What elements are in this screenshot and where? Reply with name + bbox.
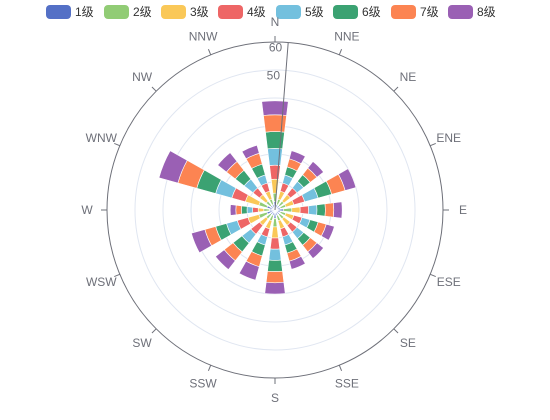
legend-item[interactable]: 2级: [104, 4, 152, 20]
direction-label: SW: [132, 336, 152, 350]
angle-tick: [207, 49, 212, 55]
direction-label: W: [81, 203, 93, 217]
angle-tick: [114, 273, 120, 278]
legend-item[interactable]: 1级: [46, 4, 94, 20]
direction-label: WNW: [86, 131, 118, 145]
radial-tick-label: 60: [269, 41, 283, 55]
direction-label: E: [459, 203, 467, 217]
bar-segment: [291, 206, 301, 214]
direction-label: ENE: [436, 131, 461, 145]
legend-label: 5级: [305, 5, 324, 19]
grid-circle: [134, 69, 416, 351]
legend-label: 6级: [362, 5, 381, 19]
direction-label: SSE: [335, 377, 359, 391]
radial-axis-line: [274, 42, 289, 211]
angle-tick: [393, 86, 399, 92]
legend-item[interactable]: 8级: [448, 4, 496, 20]
bar-segment: [324, 202, 335, 218]
legend-label: 8级: [477, 5, 496, 19]
direction-label: NNW: [189, 29, 218, 43]
bar-segment: [307, 161, 324, 178]
legend-swatch: [46, 5, 71, 19]
legend-item[interactable]: 7级: [391, 4, 439, 20]
bar-segment: [241, 205, 248, 215]
legend-item[interactable]: 3级: [161, 4, 209, 20]
grid-circle: [162, 97, 388, 323]
legend-item[interactable]: 6级: [333, 4, 381, 20]
bar-segment: [288, 150, 306, 165]
angle-tick: [430, 273, 436, 278]
bar-segment: [191, 229, 213, 254]
legend-swatch: [104, 5, 129, 19]
bar-segment: [269, 237, 281, 250]
direction-label: SSW: [189, 377, 217, 391]
legend-item[interactable]: 4级: [218, 4, 266, 20]
direction-label: NE: [400, 70, 417, 84]
angle-tick: [151, 86, 157, 92]
legend-swatch: [218, 5, 243, 19]
legend: 1级 2级 3级 4级 5级 6级 7级 8级: [0, 0, 550, 24]
angle-tick: [430, 142, 436, 147]
legend-label: 1级: [75, 5, 94, 19]
bar-segment: [215, 249, 236, 270]
direction-label: NNE: [334, 29, 359, 43]
legend-swatch: [448, 5, 473, 19]
bar-segment: [283, 207, 293, 213]
bar-segment: [264, 281, 286, 295]
bar-segment: [267, 259, 283, 272]
legend-swatch: [391, 5, 416, 19]
bar-segment: [217, 152, 238, 173]
bar-segment: [268, 248, 282, 261]
bar-segment: [265, 131, 285, 150]
angle-tick: [151, 328, 157, 334]
bar-segment: [271, 226, 279, 239]
bar-segment: [307, 242, 324, 259]
bar-segment: [246, 206, 254, 214]
angle-tick: [114, 142, 120, 147]
angle-tick: [338, 49, 343, 55]
bar-segment: [333, 201, 343, 219]
bar-segment: [229, 204, 237, 216]
legend-label: 3级: [190, 5, 209, 19]
bar-segment: [238, 260, 260, 281]
radial-tick-label: 50: [267, 68, 281, 82]
legend-swatch: [276, 5, 301, 19]
direction-label: WSW: [86, 275, 117, 289]
bar-segment: [158, 150, 188, 184]
direction-label: ESE: [437, 275, 461, 289]
bar-segment: [235, 204, 242, 216]
angle-tick: [338, 365, 343, 371]
legend-swatch: [161, 5, 186, 19]
bar-segment: [257, 207, 265, 213]
bar-segment: [265, 270, 285, 284]
bar-segment: [299, 205, 309, 215]
bar-segment: [308, 204, 318, 216]
direction-label: SE: [400, 336, 416, 350]
bar-segment: [263, 208, 270, 212]
bar-segment: [252, 206, 259, 214]
bar-segment: [337, 168, 357, 191]
bar-segment: [320, 223, 335, 241]
angle-tick: [207, 365, 212, 371]
bar-segment: [272, 218, 278, 228]
legend-item[interactable]: 5级: [276, 4, 324, 20]
bar-segment: [288, 255, 306, 270]
bar-segment: [316, 203, 326, 217]
direction-label: N: [271, 15, 280, 29]
angle-tick: [393, 328, 399, 334]
bar-segment: [267, 148, 283, 166]
direction-label: NW: [132, 70, 153, 84]
bar-segment: [261, 100, 289, 116]
legend-label: 4级: [247, 5, 266, 19]
legend-label: 2级: [133, 5, 152, 19]
direction-label: S: [271, 391, 279, 405]
bar-segment: [263, 114, 287, 133]
legend-swatch: [333, 5, 358, 19]
bar-segment: [241, 144, 260, 160]
legend-label: 7级: [420, 5, 439, 19]
